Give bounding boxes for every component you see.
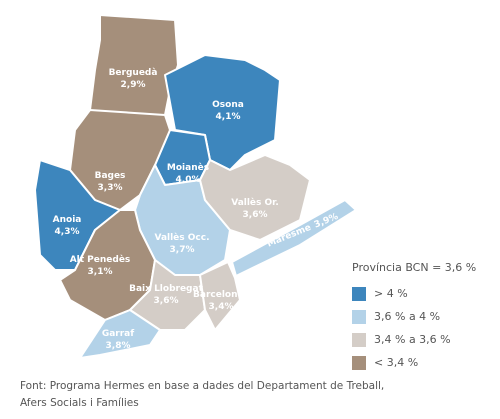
source-line: Font: Programa Hermes en base a dades de… bbox=[20, 380, 385, 392]
region-value: 4,1% bbox=[216, 112, 241, 122]
region-label: Osona 4,1% bbox=[212, 100, 244, 122]
region-value: 3,7% bbox=[170, 245, 195, 255]
source: Font: Programa Hermes en base a dades de… bbox=[20, 378, 384, 412]
legend-label: 3,4 % a 3,6 % bbox=[374, 333, 451, 346]
legend-swatch bbox=[352, 287, 366, 301]
region-value: 3,6% bbox=[243, 210, 268, 220]
region-name: Anoia bbox=[53, 215, 82, 225]
region-value: 3,1% bbox=[88, 267, 113, 277]
region-value: 3,4% bbox=[209, 302, 234, 312]
region-value: 3,3% bbox=[98, 183, 123, 193]
source-line: Afers Socials i Famílies bbox=[20, 397, 139, 409]
region bbox=[199, 261, 241, 331]
region-label: Bages 3,3% bbox=[95, 171, 126, 193]
region-value: 4,3% bbox=[55, 227, 80, 237]
region-name: Garraf bbox=[102, 329, 134, 339]
legend-swatch bbox=[352, 310, 366, 324]
legend-label: < 3,4 % bbox=[374, 356, 419, 369]
region-label: Moianès 4,0% bbox=[167, 162, 209, 185]
region bbox=[231, 199, 357, 277]
region-name: Berguedà bbox=[109, 68, 158, 78]
region-label: Vallès Occ. 3,7% bbox=[154, 232, 209, 255]
region-value: 3,6% bbox=[154, 296, 179, 306]
region-name: Bages bbox=[95, 171, 126, 181]
map: Berguedà 2,9% Osona 4,1% Moianès 4,0% Bages… bbox=[34, 14, 357, 359]
region-label: Vallès Or. 3,6% bbox=[231, 197, 279, 220]
region-label: Anoia 4,3% bbox=[53, 215, 82, 237]
region-label: Barcelonès 3,4% bbox=[193, 289, 249, 312]
region-label: Baix Llobregat 3,6% bbox=[129, 284, 203, 306]
region-value: 2,9% bbox=[121, 80, 146, 90]
legend-swatch bbox=[352, 333, 366, 347]
region-name: Vallès Occ. bbox=[154, 232, 209, 243]
region-label: Alt Penedès 3,1% bbox=[70, 254, 131, 277]
region-value: 4,0% bbox=[176, 175, 201, 185]
region bbox=[199, 154, 311, 241]
legend-label: > 4 % bbox=[374, 287, 408, 300]
region bbox=[129, 259, 206, 331]
legend-title: Província BCN = 3,6 % bbox=[352, 261, 477, 274]
region-name: Vallès Or. bbox=[231, 197, 279, 208]
legend-label: 3,6 % a 4 % bbox=[374, 310, 441, 323]
region-name: Baix Llobregat bbox=[129, 284, 203, 294]
region bbox=[79, 309, 161, 359]
region-label: Berguedà 2,9% bbox=[109, 68, 158, 90]
region-name: Alt Penedès bbox=[70, 254, 131, 265]
region-name: Osona bbox=[212, 100, 244, 110]
legend-swatch bbox=[352, 356, 366, 370]
region-value: 3,8% bbox=[106, 341, 131, 351]
region-name: Moianès bbox=[167, 162, 209, 173]
region-label: Garraf 3,8% bbox=[102, 329, 134, 351]
region-name: Barcelonès bbox=[193, 289, 249, 300]
